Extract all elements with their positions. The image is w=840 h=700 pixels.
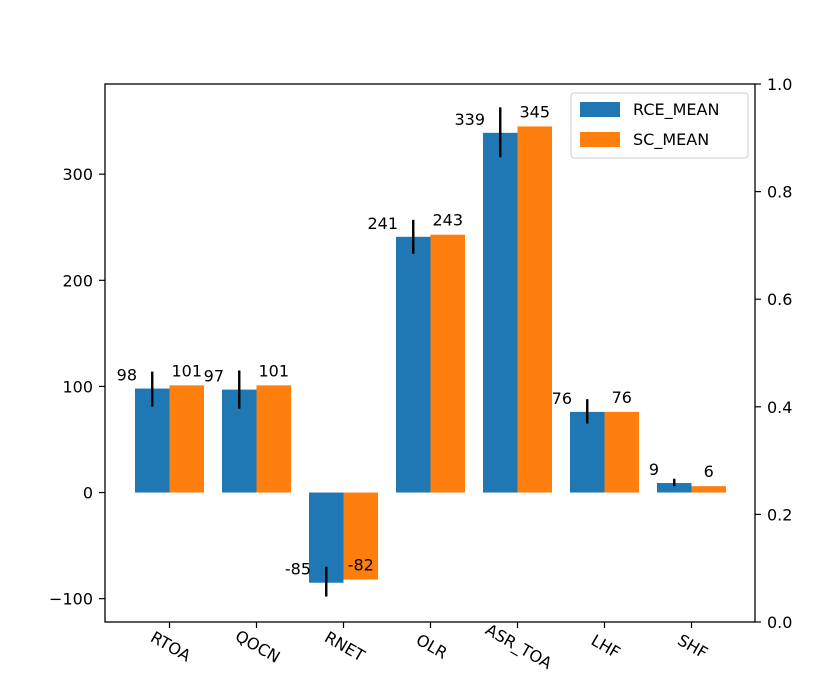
bar-sc-mean-qocn	[256, 385, 291, 493]
legend: RCE_MEAN SC_MEAN	[570, 92, 749, 159]
data-label: 76	[612, 388, 632, 407]
x-tick-label: LHF	[588, 631, 624, 663]
y2-tick-label: 0.0	[767, 613, 792, 632]
y2-tick-label: 0.2	[767, 505, 792, 524]
data-label: 6	[704, 462, 714, 481]
data-label: 101	[258, 361, 289, 380]
data-label: 9	[649, 460, 659, 479]
error-bars-layer	[151, 107, 676, 597]
bar-rce-mean-asr-toa	[483, 132, 518, 493]
bar-sc-mean-asr-toa	[517, 126, 552, 493]
data-label: 98	[117, 366, 137, 385]
data-label: 339	[454, 110, 485, 129]
bar-rce-mean-olr	[396, 236, 431, 493]
y-tick-label: 0	[83, 484, 93, 503]
data-label: 101	[171, 361, 202, 380]
data-label: 345	[519, 102, 550, 121]
bar-sc-mean-shf	[691, 486, 726, 493]
x-tick-label: RNET	[321, 627, 368, 665]
bar-rce-mean-shf	[657, 482, 692, 493]
x-tick-label: RTOA	[147, 627, 194, 665]
data-label: 241	[367, 214, 398, 233]
y2-tick-label: 0.4	[767, 398, 792, 417]
legend-label: SC_MEAN	[633, 130, 709, 150]
data-label: -85	[285, 560, 311, 579]
bar-sc-mean-rnet	[343, 492, 378, 580]
bar-rce-mean-lhf	[570, 411, 605, 493]
y-tick-label: 200	[62, 271, 93, 290]
x-tick-label: SHF	[674, 630, 711, 662]
x-tick-label: OLR	[413, 630, 451, 663]
bar-sc-mean-lhf	[604, 411, 639, 493]
y-tick-label: 300	[62, 165, 93, 184]
data-label: 97	[204, 367, 224, 386]
data-labels-layer: 98 97 -85 241 339 76 9 101 101 -82 243 345 76 6	[117, 102, 714, 578]
bar-sc-mean-olr	[430, 234, 465, 493]
y-tick-label: 100	[62, 377, 93, 396]
data-label: 76	[552, 389, 572, 408]
legend-swatch	[580, 102, 620, 117]
y2-tick-label: 0.8	[767, 183, 792, 202]
y2-tick-label: 1.0	[767, 75, 792, 94]
legend-label: RCE_MEAN	[633, 100, 719, 120]
x-tick-label: ASR_TOA	[482, 620, 555, 674]
legend-swatch	[580, 132, 620, 147]
bars-layer	[135, 126, 726, 583]
y-tick-label: −100	[49, 590, 93, 609]
x-tick-label: QOCN	[232, 626, 283, 667]
data-label: -82	[348, 556, 374, 575]
bar-sc-mean-rtoa	[169, 385, 204, 493]
data-label: 243	[432, 211, 463, 230]
y2-tick-label: 0.6	[767, 290, 792, 309]
